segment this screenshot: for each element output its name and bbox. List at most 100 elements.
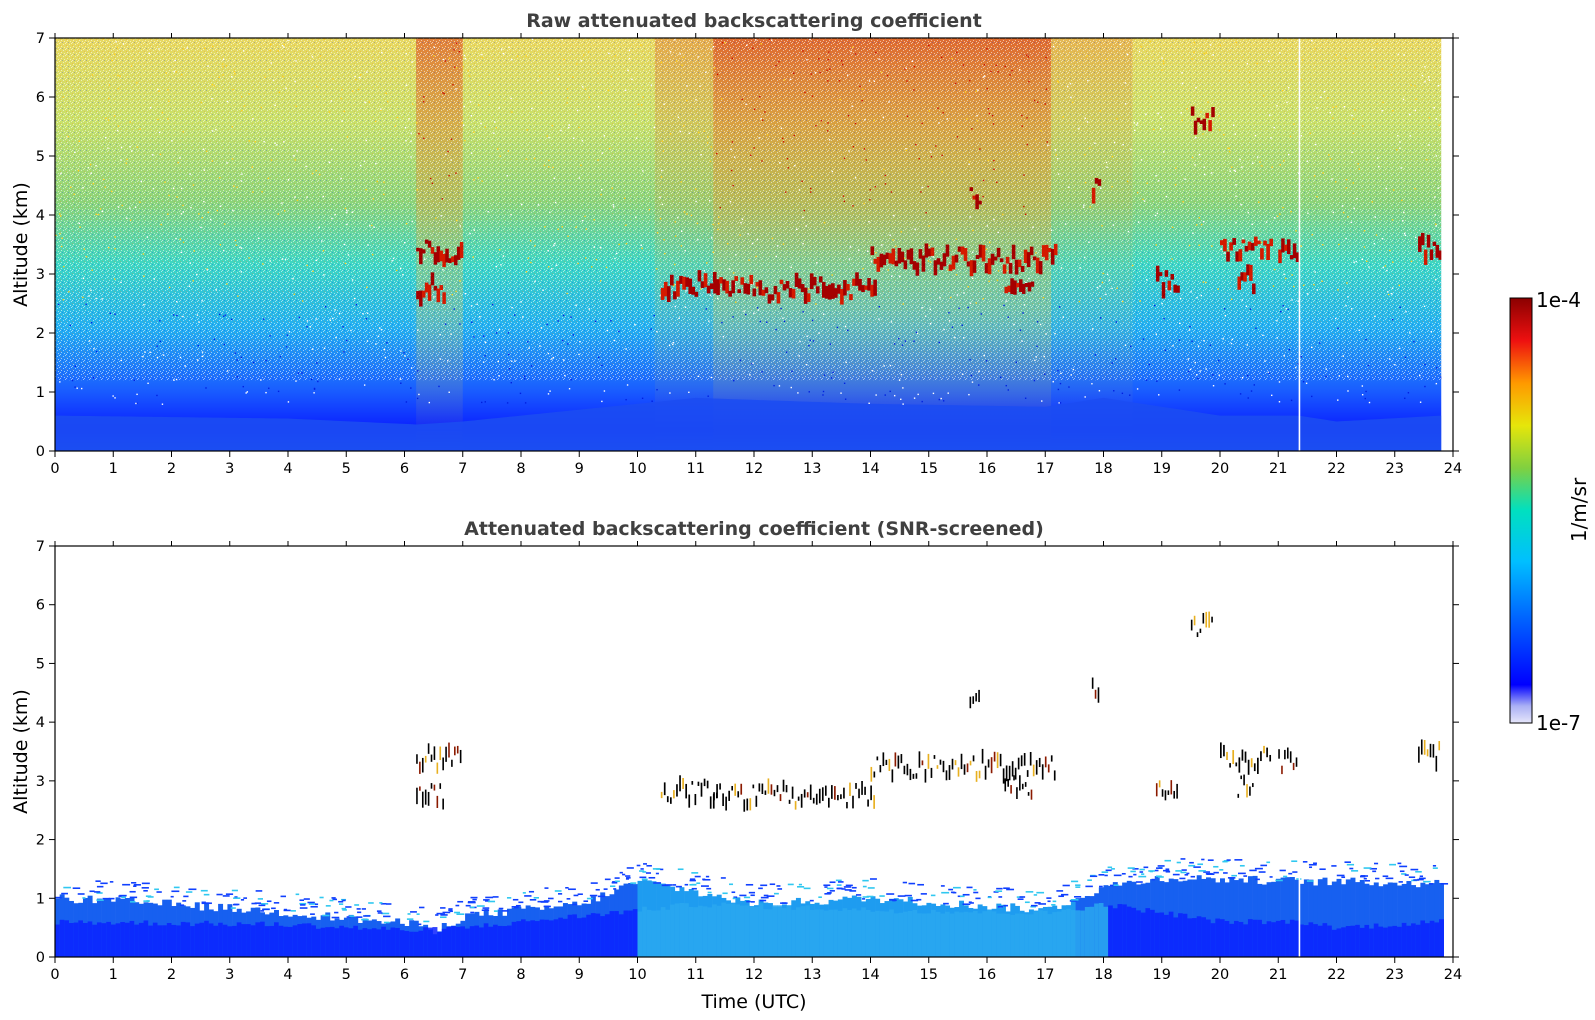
noise-pixel xyxy=(672,341,675,344)
screened-boundary-layer xyxy=(1275,920,1281,957)
screened-boundary-layer xyxy=(800,906,806,957)
noise-pixel xyxy=(452,84,454,86)
screened-fleck xyxy=(108,897,115,900)
screened-fleck xyxy=(1025,891,1034,893)
cloud-mark xyxy=(1426,749,1429,757)
noise-pixel xyxy=(102,38,105,40)
noise-pixel xyxy=(650,328,652,330)
noise-pixel xyxy=(1024,397,1027,399)
cloud-mark xyxy=(1176,285,1180,293)
noise-pixel xyxy=(385,92,387,94)
noise-pixel xyxy=(578,177,581,179)
screened-signal-column xyxy=(1406,881,1412,957)
screened-boundary-layer xyxy=(437,932,443,957)
cloud-mark xyxy=(903,765,906,775)
cloud-mark xyxy=(716,279,720,296)
screened-boundary-layer xyxy=(702,906,708,957)
screened-fleck xyxy=(1440,882,1449,885)
noise-pixel xyxy=(59,381,61,383)
screened-boundary-layer xyxy=(204,920,210,957)
noise-pixel xyxy=(568,388,571,390)
noise-pixel xyxy=(62,299,65,301)
screened-boundary-layer xyxy=(474,925,480,957)
noise-pixel xyxy=(951,57,953,60)
screened-boundary-layer xyxy=(865,910,871,957)
noise-pixel xyxy=(1129,394,1131,396)
screened-boundary-layer xyxy=(1247,919,1253,957)
screened-boundary-layer xyxy=(78,920,84,957)
cloud-mark xyxy=(1257,757,1259,774)
noise-pixel xyxy=(1365,338,1367,341)
noise-pixel xyxy=(1158,394,1160,396)
noise-pixel xyxy=(359,74,362,76)
cloud-mark xyxy=(1250,243,1255,251)
cloud-mark xyxy=(975,194,979,210)
noise-pixel xyxy=(1251,223,1253,225)
screened-fleck xyxy=(836,884,842,886)
screened-signal-column xyxy=(1392,882,1398,957)
noise-pixel xyxy=(104,136,107,139)
cloud-mark xyxy=(831,283,835,299)
screened-signal-column xyxy=(1210,878,1216,957)
noise-pixel xyxy=(1258,201,1260,203)
noise-pixel xyxy=(374,120,377,123)
screened-boundary-layer xyxy=(222,924,228,957)
screened-signal-column xyxy=(1378,886,1384,957)
screened-fleck xyxy=(1056,890,1064,892)
cloud-mark xyxy=(921,760,924,766)
noise-pixel xyxy=(1140,159,1143,161)
noise-pixel xyxy=(783,320,786,323)
noise-pixel xyxy=(822,313,825,315)
noise-pixel xyxy=(634,216,637,219)
screened-boundary-layer xyxy=(1425,923,1430,957)
cloud-mark xyxy=(436,246,441,263)
noise-pixel xyxy=(732,316,734,318)
noise-pixel xyxy=(213,338,216,340)
screened-fleck xyxy=(185,891,193,893)
y-tick-label: 1 xyxy=(36,385,45,401)
cloud-mark xyxy=(849,782,851,796)
noise-pixel xyxy=(1378,165,1380,168)
cloud-mark xyxy=(831,785,833,799)
noise-pixel xyxy=(1102,272,1104,275)
noise-pixel xyxy=(139,201,141,203)
noise-pixel xyxy=(223,315,225,317)
cloud-mark xyxy=(430,272,435,286)
noise-pixel xyxy=(902,403,904,405)
noise-pixel xyxy=(1435,118,1438,120)
x-tick-label: 1 xyxy=(109,967,118,983)
noise-pixel xyxy=(540,327,543,329)
noise-pixel xyxy=(927,260,930,262)
cloud-mark xyxy=(1237,793,1240,798)
noise-pixel xyxy=(251,166,253,168)
cloud-mark xyxy=(945,770,948,781)
noise-pixel xyxy=(248,257,250,259)
noise-pixel xyxy=(402,274,404,276)
noise-pixel xyxy=(347,254,350,256)
noise-pixel xyxy=(809,339,811,341)
noise-pixel xyxy=(287,179,290,181)
y-tick-label: 2 xyxy=(36,326,45,342)
screened-boundary-layer xyxy=(297,924,303,957)
noise-pixel xyxy=(1042,296,1045,299)
noise-pixel xyxy=(167,89,169,91)
noise-pixel xyxy=(315,259,318,262)
noise-pixel xyxy=(306,264,308,267)
cloud-mark xyxy=(454,746,456,756)
noise-pixel xyxy=(1124,82,1127,84)
cloud-mark xyxy=(1205,112,1209,119)
screened-fleck xyxy=(920,893,927,895)
screened-fleck xyxy=(418,923,422,926)
noise-pixel xyxy=(591,266,593,268)
noise-pixel xyxy=(1112,224,1115,226)
noise-pixel xyxy=(1280,310,1282,313)
screened-fleck xyxy=(1030,904,1038,907)
screened-boundary-layer xyxy=(1220,919,1225,957)
screened-fleck xyxy=(750,901,755,903)
noise-pixel xyxy=(1398,284,1400,287)
noise-pixel xyxy=(1099,317,1102,319)
noise-pixel xyxy=(219,177,221,179)
cloud-mark xyxy=(1019,775,1021,791)
screened-boundary-layer xyxy=(987,909,992,957)
noise-pixel xyxy=(557,320,559,322)
